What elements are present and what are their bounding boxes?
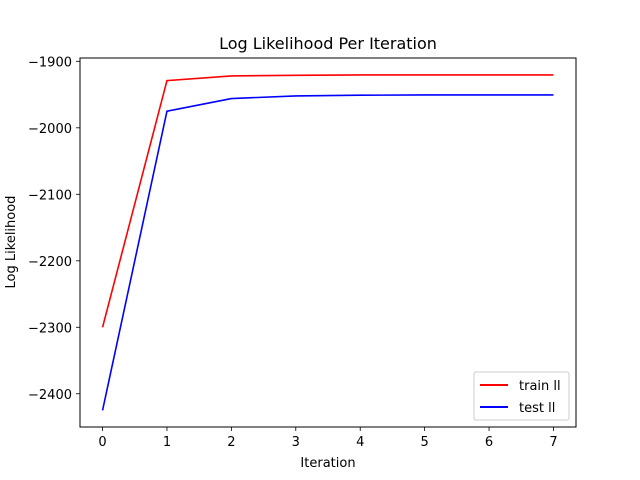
series-layer (101, 74, 554, 411)
y-axis-label: Log Likelihood (4, 196, 19, 289)
plot-frame (79, 57, 577, 428)
y-tick-label: −2400 (28, 388, 72, 403)
y-axis: −2400 −2300 −2200 −2100 −2000 −1900 (28, 55, 80, 403)
legend: train ll test ll (473, 371, 570, 421)
series-line-test-ll (101, 94, 554, 411)
y-tick-label: −2200 (28, 255, 72, 270)
x-tick-label: 2 (227, 435, 235, 450)
legend-label-train: train ll (519, 379, 561, 394)
x-axis: 0 1 2 3 4 5 6 7 (98, 427, 558, 450)
series-line-train-ll (101, 74, 554, 328)
x-tick-label: 3 (292, 435, 300, 450)
y-tick-label: −2000 (28, 122, 72, 137)
y-tick-label: −2300 (28, 321, 72, 336)
chart-title: Log Likelihood Per Iteration (219, 34, 437, 53)
x-tick-label: 4 (356, 435, 364, 450)
x-tick-label: 1 (163, 435, 171, 450)
x-tick-label: 7 (549, 435, 557, 450)
x-tick-label: 6 (485, 435, 493, 450)
y-tick-label: −2100 (28, 188, 72, 203)
x-axis-label: Iteration (300, 456, 355, 471)
x-tick-label: 5 (420, 435, 428, 450)
x-tick-label: 0 (98, 435, 106, 450)
y-tick-label: −1900 (28, 55, 72, 70)
plot-area: 0 1 2 3 4 5 6 7 −2400 −2300 −2200 −2100 −2000 −1900 (28, 55, 577, 450)
legend-label-test: test ll (519, 401, 555, 416)
